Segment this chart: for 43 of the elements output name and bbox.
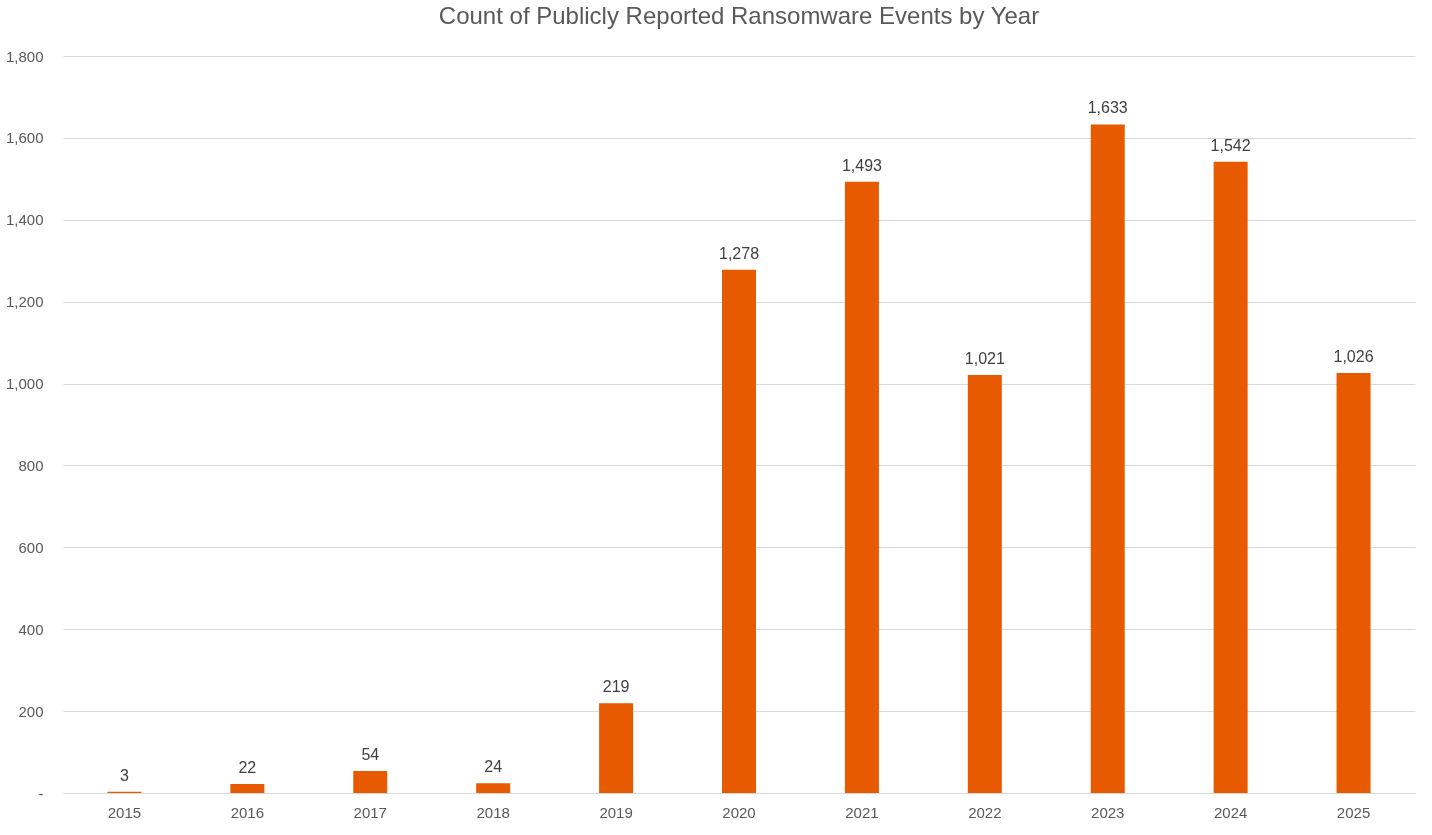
- y-tick-label: 1,200: [5, 293, 44, 311]
- bar: [722, 269, 756, 793]
- y-tick-label: 1,000: [5, 375, 44, 393]
- bar: [476, 783, 511, 793]
- data-label: 1,026: [1333, 347, 1374, 365]
- data-label: 22: [238, 758, 257, 776]
- y-tick-label: 1,400: [5, 211, 44, 229]
- data-label: 3: [120, 766, 129, 784]
- bar: [599, 703, 634, 793]
- data-label: 24: [484, 758, 503, 776]
- y-tick-label: 800: [18, 456, 44, 474]
- data-label: 219: [602, 678, 630, 696]
- bar: [1336, 372, 1371, 793]
- data-label: 1,493: [841, 156, 883, 174]
- y-tick-label: 600: [18, 538, 44, 556]
- bar: [967, 374, 1002, 793]
- x-tick-label: 2020: [722, 803, 756, 821]
- x-tick-label: 2022: [968, 803, 1002, 821]
- x-tick-label: 2017: [353, 803, 387, 821]
- y-tick-label: 1,800: [5, 47, 44, 65]
- data-label: 1,021: [964, 349, 1005, 367]
- y-tick-label: 200: [18, 702, 44, 720]
- x-tick-label: 2019: [599, 803, 633, 821]
- x-tick-label: 2015: [107, 803, 142, 821]
- bar: [844, 181, 879, 793]
- x-tick-label: 2018: [476, 803, 510, 821]
- y-tick-label: 400: [18, 620, 44, 638]
- data-label: 1,633: [1087, 99, 1128, 117]
- x-tick-label: 2016: [230, 803, 265, 821]
- x-tick-label: 2023: [1091, 803, 1125, 821]
- bar: [1213, 161, 1248, 793]
- chart-title: Count of Publicly Reported Ransomware Events by Year: [438, 2, 1040, 29]
- bar: [353, 770, 388, 793]
- y-tick-label: 1,600: [5, 129, 44, 147]
- data-label: 54: [361, 745, 380, 763]
- bar: [1090, 124, 1125, 793]
- data-label: 1,542: [1210, 136, 1251, 154]
- bar: [230, 783, 265, 793]
- x-tick-label: 2024: [1213, 803, 1248, 821]
- x-tick-label: 2025: [1336, 803, 1371, 821]
- data-label: 1,278: [718, 244, 760, 262]
- y-tick-label: -: [38, 784, 44, 802]
- x-tick-label: 2021: [845, 803, 879, 821]
